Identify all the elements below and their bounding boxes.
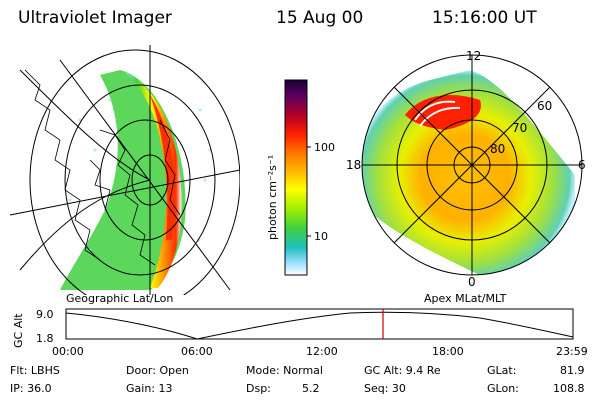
mlat-label-60: 60 [537,99,552,113]
instrument-title: Ultraviolet Imager [18,8,172,28]
hotspot-contour [414,100,456,121]
polar-emission [362,70,575,275]
altitude-ylabel: GC Alt [12,313,25,348]
left-panel-label: Geographic Lat/Lon [66,292,173,305]
info-glon-value: 108.8 [553,382,585,395]
polar-meridian-diag2 [393,86,551,244]
time-label: 15:16:00 UT [432,8,537,28]
info-dsp-label: Dsp: [246,382,271,395]
info-gc-alt: GC Alt: 9.4 Re [364,364,441,377]
geographic-panel [9,45,240,295]
right-panel-label: Apex MLat/MLT [424,292,507,305]
coastlines [24,69,181,266]
info-mode: Mode: Normal [246,364,323,377]
polar-panel: 12 18 6 0 60 70 80 [346,49,586,289]
hotspot-contour-inner [419,106,461,127]
graticule [9,45,240,295]
info-glat-label: GLat: [487,364,517,377]
polar-grid [361,54,583,276]
altitude-xtick-1800: 18:00 [432,345,464,358]
info-gain: Gain: 13 [126,382,173,395]
colorbar-tick-label-10: 10 [314,230,328,243]
colorbar: 100 10 photon cm⁻²s⁻¹ [266,79,335,276]
altitude-plot-frame [65,308,574,340]
altitude-ytick-high: 9.0 [36,308,54,321]
auroral-emission-core [150,95,176,240]
info-glon-label: GLon: [487,382,519,395]
altitude-xtick-0600: 06:00 [181,345,213,358]
colorbar-tick-label-100: 100 [314,141,335,154]
info-door: Door: Open [126,364,189,377]
mlt-label-0: 0 [468,275,476,289]
info-glat-value: 81.9 [560,364,585,377]
mlt-label-12: 12 [466,49,481,63]
info-flt: Flt: LBHS [10,364,60,377]
mlt-label-18: 18 [346,158,361,172]
mlt-label-6: 6 [578,158,586,172]
info-seq: Seq: 30 [364,382,406,395]
mlat-label-80: 80 [490,142,505,156]
colorbar-unit-label: photon cm⁻²s⁻¹ [266,155,279,240]
altitude-ytick-low: 1.8 [36,332,54,345]
info-ip: IP: 36.0 [10,382,52,395]
altitude-xtick-2359: 23:59 [556,345,588,358]
auroral-emission-left [60,70,186,290]
altitude-plot: 9.0 1.8 GC Alt 00:00 06:00 12:00 18:00 2… [12,308,588,358]
date-label: 15 Aug 00 [276,8,364,28]
colorbar-scale [284,79,308,276]
altitude-xtick-0000: 00:00 [52,345,84,358]
info-dsp-value: 5.2 [302,382,320,395]
altitude-curve [65,311,574,340]
mlat-label-70: 70 [512,121,527,135]
altitude-xtick-1200: 12:00 [306,345,338,358]
